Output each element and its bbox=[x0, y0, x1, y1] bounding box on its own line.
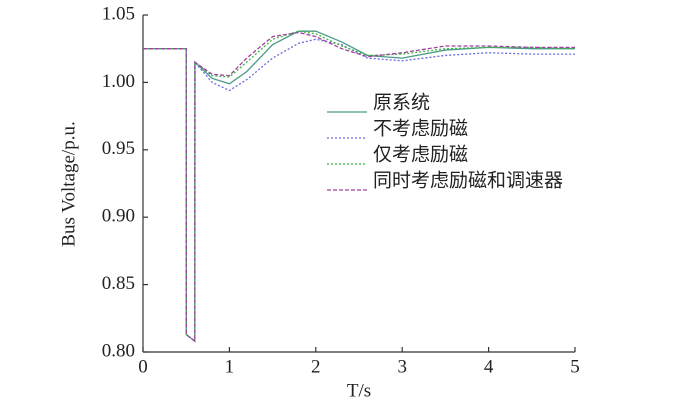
x-tick-label: 3 bbox=[397, 356, 407, 377]
x-axis-label: T/s bbox=[347, 380, 371, 401]
series-line bbox=[143, 30, 576, 343]
y-tick-label: 0.95 bbox=[102, 138, 135, 159]
y-tick-label: 0.85 bbox=[102, 273, 135, 294]
legend-label: 仅考虑励磁 bbox=[373, 143, 468, 165]
y-tick-label: 0.90 bbox=[102, 206, 135, 227]
x-tick-label: 5 bbox=[570, 356, 580, 377]
x-tick-label: 4 bbox=[484, 356, 494, 377]
y-tick-label: 1.00 bbox=[102, 71, 135, 92]
y-tick-label: 0.80 bbox=[102, 340, 135, 361]
series-line bbox=[143, 31, 575, 343]
x-tick-label: 1 bbox=[225, 356, 235, 377]
legend-label: 原系统 bbox=[373, 91, 430, 113]
legend-label: 同时考虑励磁和调速器 bbox=[373, 169, 563, 191]
x-tick-label: 2 bbox=[311, 356, 321, 377]
y-tick-label: 1.05 bbox=[102, 3, 135, 24]
x-tick-label: 0 bbox=[138, 356, 148, 377]
series-line bbox=[143, 38, 575, 343]
y-axis-label: Bus Voltage/p.u. bbox=[58, 121, 79, 246]
legend-label: 不考虑励磁 bbox=[373, 117, 468, 139]
